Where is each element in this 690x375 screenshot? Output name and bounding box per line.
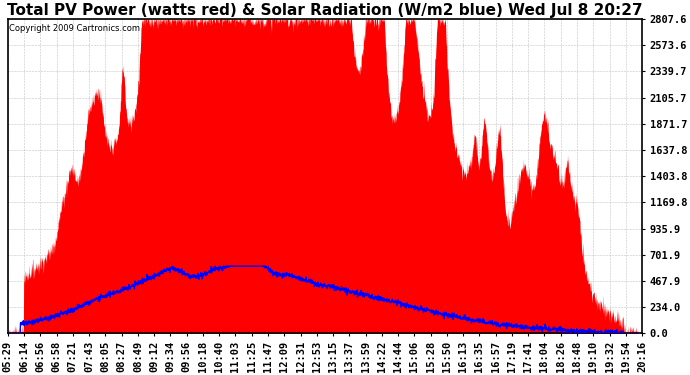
Text: Copyright 2009 Cartronics.com: Copyright 2009 Cartronics.com	[9, 24, 140, 33]
Title: Total PV Power (watts red) & Solar Radiation (W/m2 blue) Wed Jul 8 20:27: Total PV Power (watts red) & Solar Radia…	[7, 3, 643, 18]
